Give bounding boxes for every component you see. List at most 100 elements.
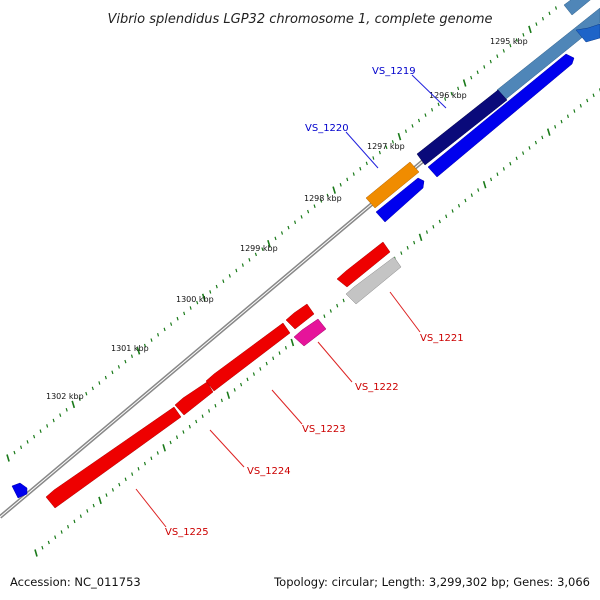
minor-tick — [432, 225, 435, 229]
gene-feature[interactable] — [416, 89, 508, 166]
reverse-strand — [45, 241, 402, 509]
minor-tick — [365, 161, 368, 166]
gene-label-vs1221[interactable]: VS_1221 — [420, 333, 464, 344]
minor-tick — [78, 397, 81, 401]
minor-tick — [515, 38, 518, 42]
minor-tick — [118, 482, 121, 487]
minor-tick — [265, 361, 268, 366]
gene-label-vs1223[interactable]: VS_1223 — [302, 424, 346, 435]
minor-tick — [457, 86, 460, 91]
major-tick — [267, 239, 271, 248]
gene-feature[interactable] — [496, 7, 600, 100]
gene-feature[interactable] — [563, 0, 600, 16]
minor-tick — [534, 140, 537, 145]
gene-feature[interactable] — [285, 303, 315, 330]
ruler-label-1298: 1298 kbp — [304, 194, 342, 203]
minor-tick — [451, 209, 454, 213]
minor-tick — [111, 370, 114, 375]
minor-tick — [476, 70, 479, 75]
minor-tick — [261, 247, 264, 251]
gene-feature[interactable] — [336, 241, 391, 288]
gene-feature[interactable] — [205, 322, 291, 392]
minor-tick — [307, 209, 310, 214]
minor-tick — [182, 430, 185, 434]
gene-feature[interactable] — [345, 256, 402, 305]
gene-feature[interactable] — [365, 161, 420, 209]
minor-tick — [280, 231, 284, 235]
minor-tick — [326, 193, 329, 198]
minor-tick — [175, 435, 179, 440]
minor-tick — [13, 450, 16, 455]
minor-tick — [46, 424, 49, 428]
minor-tick — [592, 93, 595, 98]
minor-tick — [26, 440, 29, 444]
minor-tick — [470, 75, 473, 80]
minor-tick — [522, 151, 525, 155]
minor-tick — [183, 311, 186, 316]
accession-text: Accession: NC_011753 — [10, 575, 141, 589]
minor-tick — [509, 161, 512, 166]
gene-feature[interactable] — [375, 177, 425, 223]
gene-label-vs1219[interactable]: VS_1219 — [372, 66, 416, 77]
minor-tick — [124, 359, 127, 364]
major-tick — [290, 338, 295, 347]
minor-tick — [329, 309, 332, 313]
minor-tick — [535, 22, 538, 26]
minor-tick — [163, 327, 166, 332]
minor-tick — [586, 98, 589, 103]
minor-tick — [541, 16, 544, 21]
gene-feature[interactable] — [174, 381, 214, 416]
minor-tick — [437, 102, 440, 107]
gene-feature[interactable] — [575, 23, 600, 43]
gene-label-vs1222[interactable]: VS_1222 — [355, 382, 399, 393]
minor-tick — [274, 236, 277, 241]
minor-tick — [424, 113, 427, 117]
minor-tick — [359, 166, 362, 171]
minor-tick — [528, 146, 531, 150]
minor-tick — [252, 372, 255, 376]
minor-tick — [352, 172, 355, 176]
gene-feature[interactable] — [45, 406, 182, 509]
minor-tick — [342, 298, 345, 303]
minor-tick — [502, 167, 505, 171]
major-tick — [332, 186, 336, 194]
ruler-label-1301: 1301 kbp — [111, 344, 149, 353]
minor-tick — [188, 424, 191, 429]
minor-tick — [489, 59, 492, 64]
minor-tick — [278, 351, 281, 355]
minor-tick — [220, 398, 223, 403]
minor-tick — [41, 545, 44, 550]
gene-feature[interactable] — [11, 482, 28, 499]
minor-tick — [438, 219, 441, 224]
minor-tick — [65, 408, 68, 412]
minor-tick — [490, 177, 493, 182]
minor-tick — [294, 220, 297, 225]
minor-tick — [157, 333, 160, 337]
minor-tick — [445, 214, 448, 219]
gene-label-vs1224[interactable]: VS_1224 — [247, 466, 291, 477]
minor-tick — [235, 268, 238, 273]
minor-tick — [254, 252, 257, 257]
minor-tick — [111, 488, 114, 492]
major-tick — [71, 400, 76, 409]
minor-tick — [284, 346, 287, 350]
major-tick — [397, 132, 402, 141]
minor-tick — [400, 251, 403, 255]
minor-tick — [150, 338, 153, 342]
minor-tick — [320, 199, 323, 203]
minor-tick — [156, 451, 159, 455]
gene-label-vs1225[interactable]: VS_1225 — [165, 527, 209, 538]
minor-tick — [47, 540, 50, 545]
major-tick — [201, 293, 206, 302]
minor-tick — [385, 145, 388, 150]
major-tick — [482, 180, 487, 189]
gene-label-vs1220[interactable]: VS_1220 — [305, 123, 349, 134]
minor-tick — [85, 391, 88, 396]
minor-tick — [201, 414, 204, 418]
gene-feature[interactable] — [427, 53, 575, 178]
minor-tick — [20, 445, 23, 450]
gene-feature[interactable] — [293, 318, 327, 347]
minor-tick — [240, 382, 243, 387]
major-tick — [136, 347, 141, 355]
